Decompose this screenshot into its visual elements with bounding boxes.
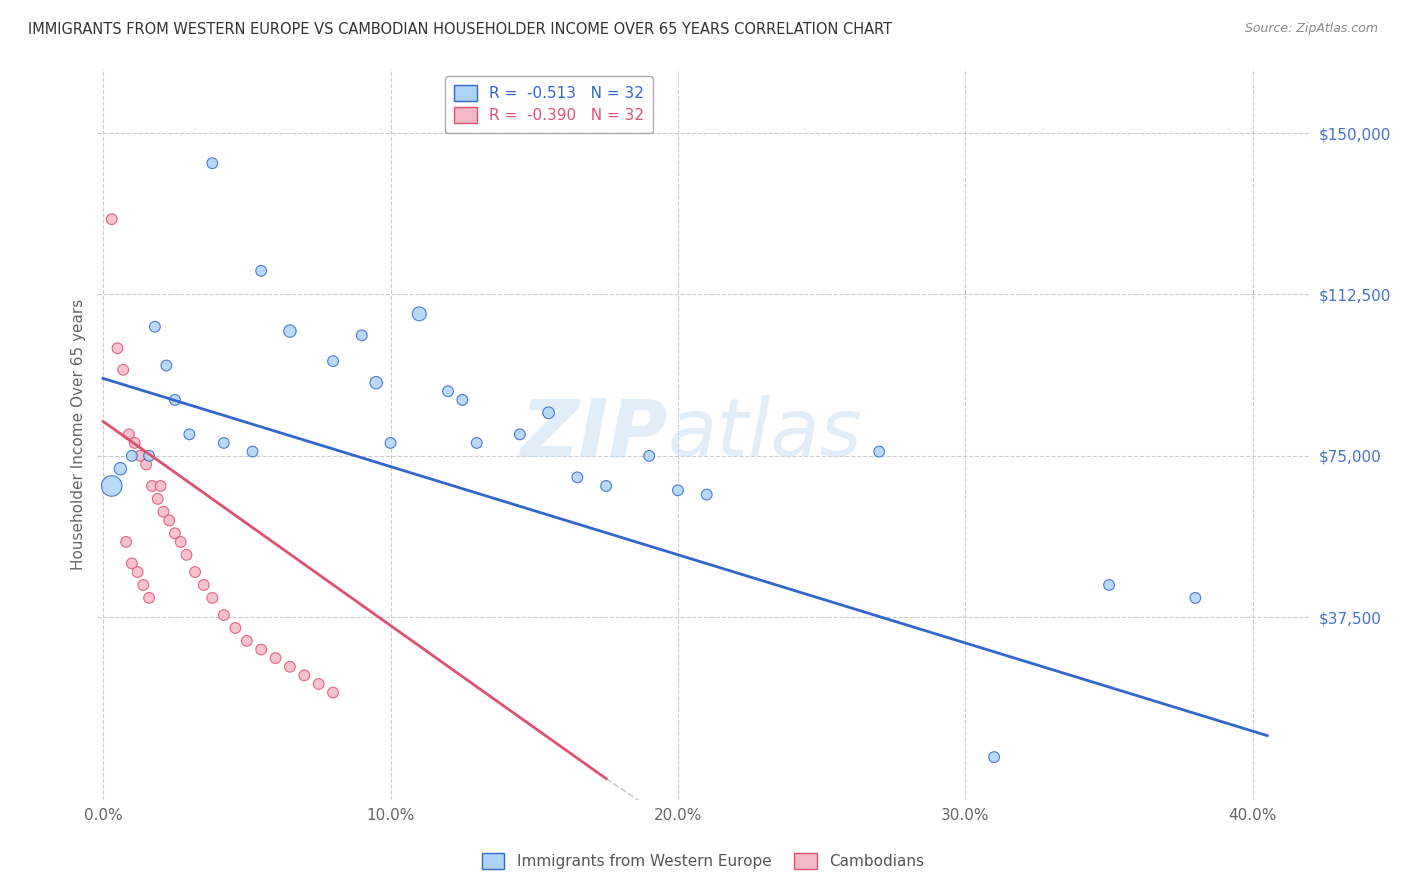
Point <box>537 406 560 420</box>
Point <box>100 212 122 227</box>
Point <box>107 341 129 355</box>
Point <box>118 427 141 442</box>
Text: atlas: atlas <box>668 395 862 474</box>
Point <box>1184 591 1206 605</box>
Point <box>224 621 246 635</box>
Point <box>124 436 146 450</box>
Point <box>184 565 207 579</box>
Point <box>212 608 235 623</box>
Text: ZIP: ZIP <box>520 395 668 474</box>
Point <box>666 483 689 498</box>
Point <box>465 436 488 450</box>
Point <box>350 328 373 343</box>
Text: IMMIGRANTS FROM WESTERN EUROPE VS CAMBODIAN HOUSEHOLDER INCOME OVER 65 YEARS COR: IMMIGRANTS FROM WESTERN EUROPE VS CAMBOD… <box>28 22 893 37</box>
Point <box>135 458 157 472</box>
Text: Source: ZipAtlas.com: Source: ZipAtlas.com <box>1244 22 1378 36</box>
Point <box>146 491 169 506</box>
Point <box>322 354 344 368</box>
Point <box>292 668 315 682</box>
Point <box>1098 578 1121 592</box>
Point <box>170 535 193 549</box>
Point <box>322 685 344 699</box>
Point <box>567 470 589 484</box>
Point <box>242 444 264 458</box>
Point <box>250 642 273 657</box>
Point <box>595 479 617 493</box>
Point <box>141 479 163 493</box>
Point <box>983 750 1005 764</box>
Point <box>143 319 166 334</box>
Point <box>366 376 388 390</box>
Point <box>110 462 132 476</box>
Y-axis label: Householder Income Over 65 years: Householder Income Over 65 years <box>72 299 86 570</box>
Point <box>868 444 890 458</box>
Point <box>236 634 259 648</box>
Point <box>152 505 174 519</box>
Point <box>278 324 301 338</box>
Point <box>638 449 661 463</box>
Point <box>212 436 235 450</box>
Point <box>129 449 152 463</box>
Point <box>157 513 180 527</box>
Point <box>380 436 402 450</box>
Point <box>308 677 330 691</box>
Point <box>176 548 198 562</box>
Point <box>179 427 201 442</box>
Point <box>163 392 186 407</box>
Point <box>112 363 135 377</box>
Point <box>127 565 149 579</box>
Point <box>408 307 430 321</box>
Point <box>100 479 122 493</box>
Point <box>149 479 172 493</box>
Legend: Immigrants from Western Europe, Cambodians: Immigrants from Western Europe, Cambodia… <box>475 847 931 875</box>
Point <box>201 591 224 605</box>
Point <box>250 264 273 278</box>
Point <box>201 156 224 170</box>
Point <box>696 487 718 501</box>
Point <box>138 449 160 463</box>
Point <box>132 578 155 592</box>
Point <box>278 659 301 673</box>
Point <box>264 651 287 665</box>
Point <box>451 392 474 407</box>
Point <box>121 449 143 463</box>
Point <box>121 557 143 571</box>
Point <box>115 535 138 549</box>
Point <box>437 384 460 399</box>
Point <box>155 359 177 373</box>
Point <box>163 526 186 541</box>
Point <box>138 591 160 605</box>
Point <box>509 427 531 442</box>
Legend: R =  -0.513   N = 32, R =  -0.390   N = 32: R = -0.513 N = 32, R = -0.390 N = 32 <box>444 76 652 133</box>
Point <box>193 578 215 592</box>
